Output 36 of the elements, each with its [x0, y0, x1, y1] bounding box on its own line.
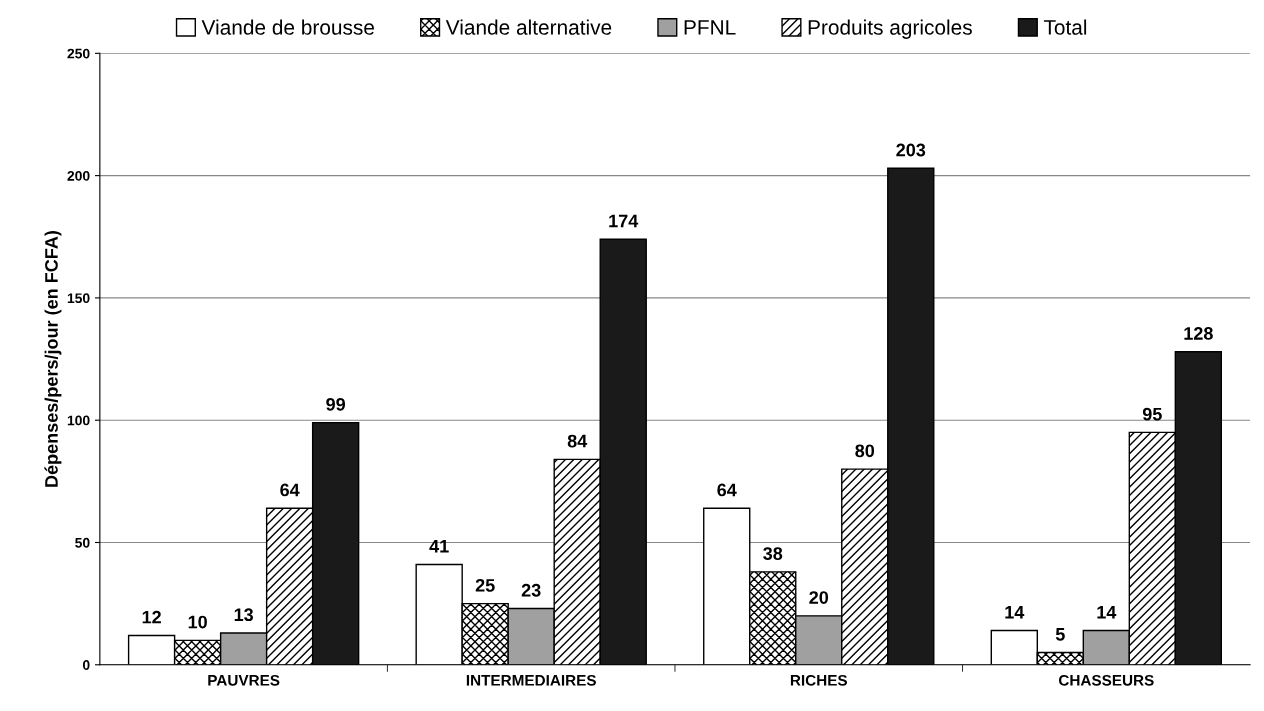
data-label: 25: [475, 578, 495, 592]
data-label: 23: [521, 583, 541, 597]
data-label: 41: [429, 540, 449, 553]
data-label: 20: [809, 591, 829, 604]
data-label: 13: [234, 608, 254, 622]
data-label: 14: [1005, 606, 1025, 619]
y-tick-label: 0: [82, 660, 90, 670]
x-tick-label: PAUVRES: [208, 674, 280, 686]
data-label: 64: [717, 483, 737, 497]
data-label: 12: [142, 610, 161, 624]
x-tick-label: INTERMEDIAIRES: [466, 674, 596, 686]
data-label: 14: [1097, 606, 1117, 619]
data-label: 10: [188, 615, 207, 629]
data-label: 99: [326, 397, 346, 411]
legend-label: Viande alternative: [445, 19, 612, 35]
y-axis-title: Dépenses/pers/jour (en FCFA): [44, 231, 62, 487]
data-label: 64: [280, 483, 300, 497]
data-label: 38: [763, 547, 783, 560]
x-tick-label: CHASSEURS: [1058, 674, 1154, 686]
legend-label: Produits agricoles: [808, 19, 972, 39]
legend-label: PFNL: [684, 20, 736, 35]
y-tick-label: 50: [75, 537, 90, 548]
data-label: 95: [1142, 407, 1162, 421]
data-label: 128: [1184, 327, 1213, 340]
y-tick-label: 200: [67, 170, 90, 181]
legend-label: Total: [1043, 19, 1087, 35]
data-label: 174: [609, 214, 639, 228]
data-label: 80: [855, 444, 875, 458]
y-tick-label: 100: [67, 415, 90, 426]
x-tick-label: RICHES: [790, 674, 848, 686]
y-tick-label: 250: [67, 48, 90, 59]
y-tick-label: 150: [67, 293, 90, 304]
data-label: 84: [567, 434, 588, 448]
data-label: 5: [1055, 628, 1065, 641]
data-label: 203: [896, 143, 926, 157]
legend-label: Viande de brousse: [201, 19, 374, 35]
